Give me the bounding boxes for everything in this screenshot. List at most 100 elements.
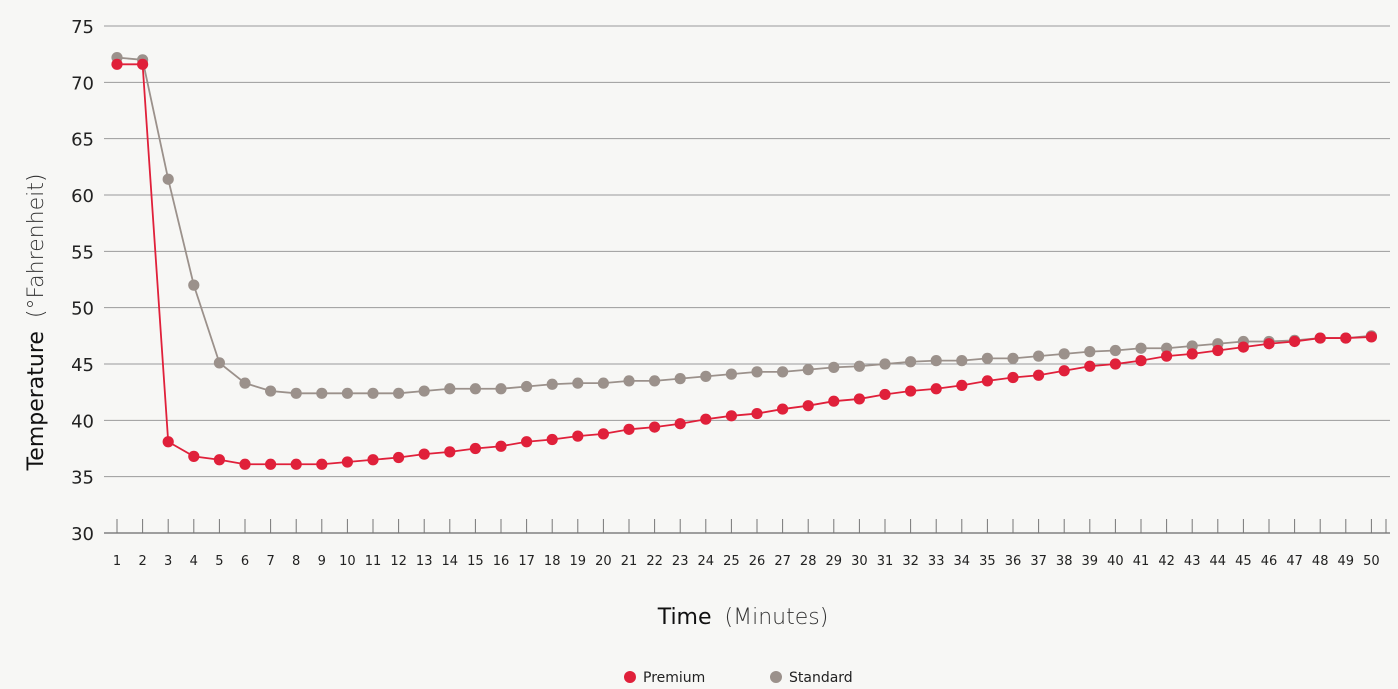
x-tick-label: 19 — [570, 554, 587, 569]
data-point-premium — [1237, 341, 1249, 353]
x-tick-label: 33 — [928, 554, 945, 569]
x-tick-label: 48 — [1312, 554, 1329, 569]
legend: Premium Standard — [624, 670, 853, 686]
x-tick-label: 50 — [1363, 554, 1380, 569]
data-point-premium — [213, 454, 225, 466]
data-point-standard — [495, 383, 507, 395]
data-point-standard — [341, 387, 353, 399]
data-point-standard — [725, 368, 738, 380]
legend-label-standard: Standard — [789, 670, 853, 686]
x-tick-label: 12 — [390, 554, 407, 569]
x-tick-label: 15 — [467, 554, 484, 569]
x-tick-label: 3 — [164, 554, 172, 569]
x-tick-label: 13 — [416, 554, 433, 569]
x-tick-label: 44 — [1210, 554, 1227, 569]
data-point-standard — [700, 370, 712, 382]
data-point-standard — [1109, 344, 1121, 357]
data-point-premium — [802, 400, 814, 412]
data-point-premium — [751, 407, 763, 420]
x-tick-label: 4 — [190, 554, 198, 569]
data-point-standard — [188, 279, 200, 291]
x-tick-label: 41 — [1133, 554, 1150, 569]
data-point-premium — [1289, 335, 1301, 348]
data-point-standard — [956, 355, 968, 367]
data-point-premium — [111, 58, 123, 70]
data-point-standard — [1058, 348, 1070, 360]
data-point-premium — [1084, 360, 1096, 372]
data-point-premium — [444, 446, 456, 458]
data-point-premium — [1033, 369, 1045, 381]
data-point-premium — [137, 58, 149, 70]
data-point-premium — [1007, 371, 1019, 384]
y-axis-label: Temperature — [24, 331, 49, 471]
x-tick-label: 43 — [1184, 554, 1201, 569]
x-tick-label: 26 — [749, 554, 766, 569]
gridlines — [104, 25, 1390, 534]
data-point-premium — [546, 433, 558, 446]
x-tick-label: 36 — [1005, 554, 1022, 569]
data-point-premium — [316, 458, 328, 470]
data-point-standard — [265, 385, 277, 397]
x-tick-label: 1 — [113, 554, 121, 569]
data-point-premium — [597, 428, 610, 440]
series-premium — [111, 58, 1377, 470]
x-tick-label: 20 — [595, 554, 612, 569]
x-tick-label: 14 — [442, 554, 459, 569]
x-tick-label: 25 — [723, 554, 740, 569]
x-tick-label: 49 — [1338, 554, 1355, 569]
data-point-premium — [1212, 344, 1224, 357]
data-point-standard — [1033, 350, 1045, 362]
x-tick-label: 32 — [902, 554, 919, 569]
y-tick-label: 70 — [71, 73, 94, 94]
x-tick-label: 11 — [365, 554, 382, 569]
data-point-standard — [316, 387, 328, 399]
data-point-premium — [239, 458, 251, 470]
data-point-standard — [444, 383, 456, 395]
data-point-standard — [1084, 346, 1096, 358]
data-point-standard — [521, 380, 533, 393]
y-tick-label: 50 — [71, 299, 94, 320]
data-point-premium — [418, 448, 430, 460]
data-point-standard — [213, 357, 225, 369]
data-point-premium — [828, 395, 840, 407]
data-point-premium — [188, 450, 200, 462]
x-tick-label: 5 — [215, 554, 223, 569]
x-tick-label: 22 — [646, 554, 663, 569]
x-tick-label: 2 — [138, 554, 146, 569]
data-point-standard — [623, 375, 635, 387]
x-tick-label: 38 — [1056, 554, 1073, 569]
x-tick-label: 30 — [851, 554, 868, 569]
x-tick-label: 7 — [266, 554, 274, 569]
x-tick-label: 8 — [292, 554, 300, 569]
data-point-standard — [930, 355, 942, 367]
data-point-standard — [802, 364, 814, 376]
data-point-standard — [905, 356, 917, 368]
x-tick-label: 47 — [1286, 554, 1303, 569]
data-point-standard — [1186, 340, 1198, 352]
y-tick-label: 40 — [71, 411, 94, 432]
data-point-standard — [1007, 352, 1019, 364]
y-tick-label: 30 — [71, 524, 94, 545]
data-point-premium — [162, 436, 174, 448]
data-point-standard — [649, 375, 661, 387]
data-point-premium — [521, 436, 533, 448]
data-point-premium — [290, 458, 302, 470]
y-tick-label: 45 — [71, 355, 94, 376]
y-tick-label: 35 — [71, 468, 94, 489]
data-point-premium — [1365, 331, 1377, 343]
data-point-premium — [725, 410, 738, 422]
data-point-premium — [265, 458, 277, 470]
legend-marker-standard — [770, 671, 782, 683]
data-point-premium — [930, 383, 942, 395]
data-point-premium — [674, 418, 686, 430]
data-point-standard — [853, 360, 866, 372]
y-axis-title: Temperature (°Fahrenheit) — [24, 174, 49, 472]
data-point-premium — [1058, 365, 1070, 377]
data-point-standard — [751, 366, 763, 378]
y-tick-label: 60 — [71, 186, 94, 207]
data-point-standard — [828, 361, 840, 373]
data-point-premium — [1109, 358, 1121, 370]
data-point-premium — [1340, 332, 1352, 344]
data-point-standard — [469, 383, 481, 395]
